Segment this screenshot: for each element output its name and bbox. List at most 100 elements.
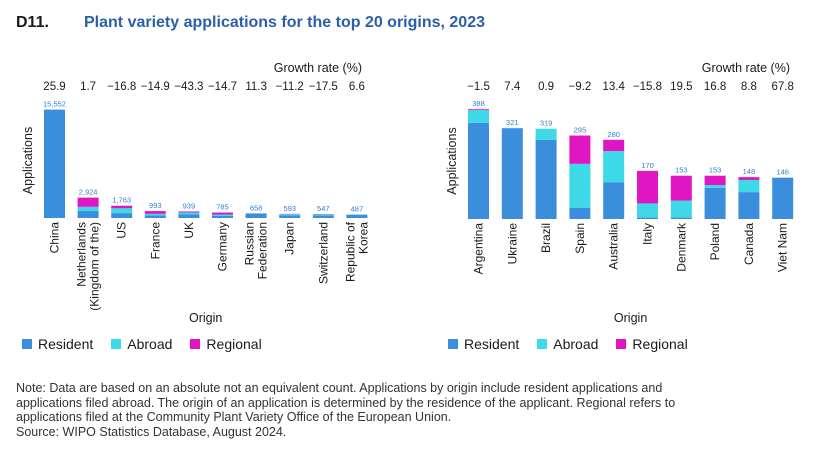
bar-total-label: 785 xyxy=(216,203,229,212)
legend-swatch-regional xyxy=(616,339,627,349)
category-label-line: Korea xyxy=(356,222,370,254)
legend-label-regional: Regional xyxy=(206,336,262,352)
growth-rate-label: −16.8 xyxy=(107,81,136,93)
bar-total-label: 321 xyxy=(506,118,519,127)
legend-item-resident: Resident xyxy=(22,336,93,352)
category-label: RussianFederation xyxy=(243,222,270,279)
category-label: Poland xyxy=(708,223,722,260)
category-label-line: Argentina xyxy=(472,223,486,275)
legend-swatch-regional xyxy=(190,339,201,349)
note-line: applications filed at the Community Plan… xyxy=(16,410,452,424)
bar-segment-regional xyxy=(178,211,200,213)
category-label-line: Canada xyxy=(742,223,756,265)
bar-segment-abroad xyxy=(738,179,760,193)
bar-segment-resident xyxy=(245,213,267,218)
legend-label-abroad: Abroad xyxy=(127,336,173,352)
note-line: Note: Data are based on an absolute not … xyxy=(16,381,663,395)
category-label-line: Russian xyxy=(243,222,257,265)
bar-segment-resident xyxy=(77,211,99,218)
bar-segment-regional xyxy=(212,212,233,215)
bar-segment-regional xyxy=(569,135,591,164)
legend-left: Resident Abroad Regional xyxy=(22,336,280,352)
legend-label-regional: Regional xyxy=(632,336,688,352)
category-label-line: Switzerland xyxy=(316,222,330,284)
category-label: UK xyxy=(182,222,196,239)
growth-rate-label: −1.5 xyxy=(467,81,490,93)
bar-segment-abroad xyxy=(670,200,692,218)
legend-label-resident: Resident xyxy=(464,336,520,352)
bar-segment-resident xyxy=(501,128,523,219)
category-label-line: UK xyxy=(182,222,196,239)
bar-segment-resident xyxy=(178,214,200,218)
bar-total-label: 2,924 xyxy=(79,188,98,197)
x-axis-label: Origin xyxy=(614,311,647,325)
category-label: Republic ofKorea xyxy=(343,221,370,282)
category-label-line: Brazil xyxy=(539,223,553,253)
growth-rate-label: −11.2 xyxy=(276,81,304,93)
bar-segment-abroad xyxy=(178,212,200,215)
figure-label: D11. xyxy=(16,14,49,31)
growth-rate-label: 19.5 xyxy=(670,81,692,93)
legend-swatch-resident xyxy=(22,339,32,349)
bar-segment-regional xyxy=(144,211,166,214)
category-label: Australia xyxy=(607,223,621,270)
category-label-line: Federation xyxy=(256,222,270,279)
legend-label-abroad: Abroad xyxy=(553,336,599,352)
growth-rate-label: −9.2 xyxy=(569,81,592,93)
bar-total-label: 1,763 xyxy=(112,196,131,205)
bar-total-label: 153 xyxy=(675,166,688,175)
bar-segment-resident xyxy=(312,215,334,218)
figure-title: Plant variety applications for the top 2… xyxy=(84,14,485,31)
bar-segment-resident xyxy=(772,177,794,219)
legend-item-abroad: Abroad xyxy=(537,336,598,352)
bar-segment-regional xyxy=(603,139,625,152)
category-label: Canada xyxy=(742,223,756,265)
source-line: Source: WIPO Statistics Database, August… xyxy=(16,424,287,439)
category-label: Viet Nam xyxy=(776,223,790,272)
bar-segment-resident xyxy=(468,122,489,219)
growth-rate-label: 7.4 xyxy=(504,81,521,93)
growth-rate-label: −17.5 xyxy=(309,81,338,93)
bar-total-label: 15,552 xyxy=(43,100,66,109)
legend-item-resident: Resident xyxy=(448,336,519,352)
bar-total-label: 148 xyxy=(743,167,756,176)
bar-segment-resident xyxy=(44,109,65,218)
bar-segment-abroad xyxy=(468,110,489,123)
bar-total-label: 487 xyxy=(351,205,364,214)
category-label: Denmark xyxy=(674,222,688,272)
bar-total-label: 295 xyxy=(574,126,587,135)
bar-segment-regional xyxy=(738,177,760,180)
legend-swatch-resident xyxy=(448,339,458,349)
bar-total-label: 319 xyxy=(540,119,553,128)
category-label-line: Republic of xyxy=(343,221,357,282)
growth-rate-label: 25.9 xyxy=(43,81,65,93)
category-label-line: China xyxy=(48,222,62,254)
category-label-line: Denmark xyxy=(674,222,688,272)
bar-segment-regional xyxy=(704,175,726,186)
x-axis-label: Origin xyxy=(189,311,222,325)
category-label-line: Japan xyxy=(283,222,297,255)
bar-total-label: 170 xyxy=(641,161,654,170)
chart-right: Growth rate (%) Applications Origin −1.5 388… xyxy=(445,61,794,325)
bar-segment-regional xyxy=(468,109,489,111)
legend-swatch-abroad xyxy=(111,339,122,349)
category-label: Brazil xyxy=(539,223,553,253)
category-label: France xyxy=(148,222,162,260)
growth-rate-label: 67.8 xyxy=(772,81,794,93)
bar-total-label: 993 xyxy=(149,201,162,210)
category-label: Germany xyxy=(216,222,230,271)
growth-rate-label: 16.8 xyxy=(704,81,726,93)
category-label-line: Poland xyxy=(708,223,722,260)
legend-label-resident: Resident xyxy=(38,336,94,352)
category-label-line: Viet Nam xyxy=(776,223,790,272)
bar-total-label: 658 xyxy=(250,203,263,212)
bar-segment-abroad xyxy=(569,163,591,208)
bar-segment-resident xyxy=(212,215,233,218)
growth-rate-label: −14.9 xyxy=(141,81,170,93)
growth-rate-label: −15.8 xyxy=(633,81,662,93)
note: Note: Data are based on an absolute not … xyxy=(16,381,806,439)
legend-item-regional: Regional xyxy=(616,336,688,352)
bar-total-label: 146 xyxy=(776,168,789,177)
bar-segment-resident xyxy=(670,217,692,219)
legend-swatch-abroad xyxy=(537,339,548,349)
